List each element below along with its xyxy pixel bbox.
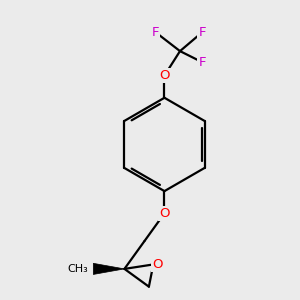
Polygon shape: [93, 263, 124, 274]
Text: O: O: [152, 258, 163, 271]
Text: F: F: [152, 26, 159, 39]
Text: F: F: [199, 26, 206, 39]
Text: O: O: [159, 207, 170, 220]
Text: F: F: [199, 56, 206, 69]
Text: CH₃: CH₃: [67, 264, 88, 274]
Text: O: O: [159, 69, 170, 82]
